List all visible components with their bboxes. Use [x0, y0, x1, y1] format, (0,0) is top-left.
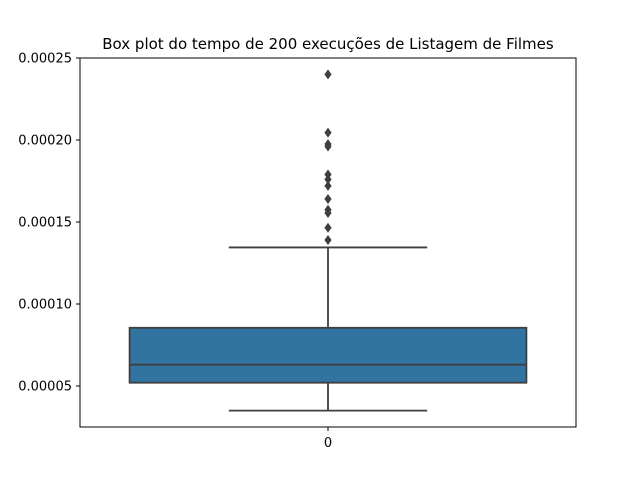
outlier-point	[324, 180, 332, 191]
y-axis: 0.00005 0.00010 0.00015 0.00020 0.00025	[18, 52, 80, 395]
y-tick-label: 0.00005	[18, 380, 72, 395]
axes-frame	[79, 57, 577, 428]
outlier-point	[324, 169, 332, 180]
outlier-point	[324, 69, 332, 80]
iqr-box	[128, 326, 528, 384]
outlier-point	[324, 127, 332, 138]
y-tick-label: 0.00025	[18, 52, 72, 67]
outlier-point	[324, 139, 332, 150]
outlier-point	[324, 235, 332, 246]
y-tick-label: 0.00015	[18, 216, 72, 231]
outlier-point	[324, 194, 332, 205]
outlier-point	[324, 204, 332, 215]
y-tick-label: 0.00020	[18, 134, 72, 149]
outlier-point	[324, 222, 332, 233]
chart-title: Box plot do tempo de 200 execuções de Li…	[102, 35, 554, 53]
x-axis: 0	[324, 427, 332, 451]
y-tick-label: 0.00010	[18, 298, 72, 313]
x-tick-label: 0	[324, 436, 332, 451]
plot-area	[128, 69, 528, 412]
